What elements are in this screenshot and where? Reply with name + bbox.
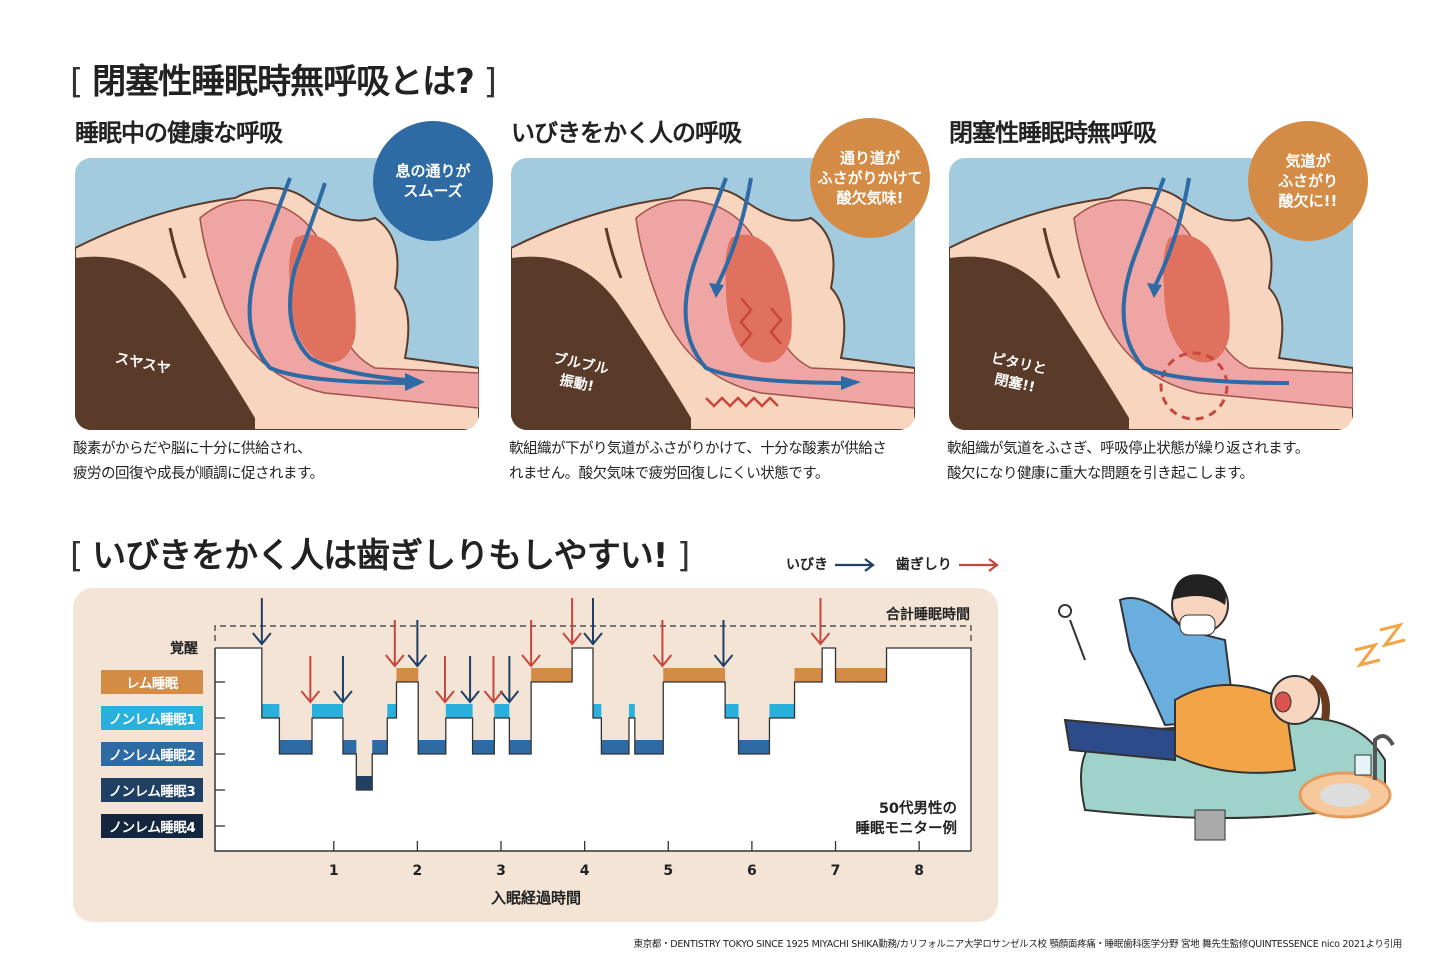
section-title: [ いびきをかく人は歯ぎしりもしやすい! ] [70, 536, 690, 576]
page-title: [ 閉塞性睡眠時無呼吸とは? ] [70, 62, 497, 102]
stage-label: ノンレム睡眠3 [101, 778, 203, 802]
description-line: 酸欠になり健康に重大な問題を引き起こします。 [947, 466, 1254, 482]
chart-legend: いびき 歯ぎしり [786, 554, 1001, 574]
stage-band [794, 668, 823, 682]
stage-band [356, 776, 373, 790]
panel-heading: いびきをかく人の呼吸 [511, 119, 742, 147]
stage-label: レム睡眠 [101, 670, 203, 694]
dentist-patient-illustration [1058, 574, 1406, 841]
stage-band [725, 704, 739, 718]
snore-arrow [252, 598, 272, 646]
page-title-text: 閉塞性睡眠時無呼吸とは? [92, 62, 475, 102]
x-tick-label: 4 [580, 863, 590, 879]
stage-band [531, 668, 573, 682]
stage-band [601, 740, 629, 754]
stage-label: ノンレム睡眠4 [101, 814, 203, 838]
x-tick-label: 5 [663, 863, 673, 879]
airway-illustration: スヤスヤ [75, 158, 479, 430]
legend-snore-label: いびき [786, 557, 828, 573]
bruxism-arrow [300, 656, 321, 704]
legend-brux-arrow-icon [958, 558, 999, 572]
panel-badge: 気道が ふさがり 酸欠に!! [1248, 121, 1368, 241]
panel-description: 軟組織が気道をふさぎ、呼吸停止状態が繰り返されます。 酸欠になり健康に重大な問題… [947, 437, 1309, 487]
stage-band [509, 740, 532, 754]
snore-arrow [499, 656, 520, 704]
bruxism-arrow [521, 620, 541, 668]
bruxism-arrow [435, 656, 455, 704]
snore-arrow [713, 620, 734, 668]
x-tick-label: 6 [747, 863, 757, 879]
stage-band [494, 704, 510, 718]
stage-band [472, 740, 495, 754]
x-tick-label: 1 [329, 863, 339, 879]
stage-band [342, 740, 357, 754]
panel-heading: 睡眠中の健康な呼吸 [75, 119, 283, 147]
snore-arrow [460, 656, 480, 704]
awake-region-fill [215, 648, 971, 790]
x-tick-label: 3 [496, 863, 506, 879]
stage-band [372, 740, 388, 754]
snore-arrow [583, 598, 603, 646]
description-line: 軟組織が気道をふさぎ、呼吸停止状態が繰り返されます。 [947, 441, 1309, 457]
description-line: 酸素がからだや脳に十分に供給され、 [73, 441, 312, 457]
panel-description: 軟組織が下がり気道がふさがりかけて、十分な酸素が供給さ れません。酸欠気味で疲労… [509, 437, 887, 487]
panel-badge: 息の通りが スムーズ [373, 121, 493, 241]
panel-description: 酸素がからだや脳に十分に供給され、 疲労の回復や成長が順調に促されます。 [73, 437, 324, 487]
panel-heading: 閉塞性睡眠時無呼吸 [949, 119, 1157, 147]
stage-band [634, 740, 664, 754]
stage-band [387, 704, 397, 718]
bruxism-arrow [810, 598, 831, 646]
total-sleep-label: 合計睡眠時間 [886, 606, 970, 623]
chart-annotation: 50代男性の [879, 799, 957, 817]
x-tick-label: 8 [914, 863, 924, 879]
source-citation: 東京都・DENTISTRY TOKYO SINCE 1925 MIYACHI S… [633, 939, 1403, 950]
stage-band [835, 668, 887, 682]
stage-band [445, 704, 473, 718]
x-tick-label: 2 [413, 863, 423, 879]
description-line: れません。酸欠気味で疲労回復しにくい状態です。 [509, 466, 829, 482]
bruxism-arrow [385, 620, 405, 668]
section-title-text: いびきをかく人は歯ぎしりもしやすい! [92, 536, 668, 576]
bruxism-arrow [652, 620, 673, 668]
legend-brux-label: 歯ぎしり [895, 557, 952, 573]
stage-band [663, 668, 726, 682]
stage-band [738, 740, 770, 754]
description-line: 疲労の回復や成長が順調に促されます。 [73, 466, 324, 482]
airway-illustration: ブルブル 振動! [511, 158, 915, 430]
legend-snore-arrow-icon [834, 558, 875, 572]
stage-label-awake: 覚醒 [170, 641, 198, 657]
stage-band [396, 668, 419, 682]
stage-label: ノンレム睡眠2 [101, 742, 203, 766]
stage-band [261, 704, 280, 718]
panel-badge: 通り道が ふさがりかけて 酸欠気味! [810, 118, 930, 238]
stage-band [769, 704, 795, 718]
snore-arrow [407, 620, 428, 668]
snore-arrow [333, 656, 353, 704]
stage-band [628, 704, 635, 718]
axes [214, 648, 971, 852]
stage-label: ノンレム睡眠1 [101, 706, 203, 730]
x-tick-label: 7 [831, 863, 841, 879]
bruxism-arrow [562, 598, 582, 646]
x-axis-label: 入眠経過時間 [491, 889, 581, 907]
hypnogram-line [215, 647, 972, 851]
stage-band [593, 704, 602, 718]
chart-annotation: 睡眠モニター例 [856, 819, 958, 837]
stage-band [312, 704, 343, 718]
bruxism-arrow [483, 656, 504, 704]
stage-band [418, 740, 446, 754]
stage-band [279, 740, 313, 754]
description-line: 軟組織が下がり気道がふさがりかけて、十分な酸素が供給さ [509, 441, 887, 457]
